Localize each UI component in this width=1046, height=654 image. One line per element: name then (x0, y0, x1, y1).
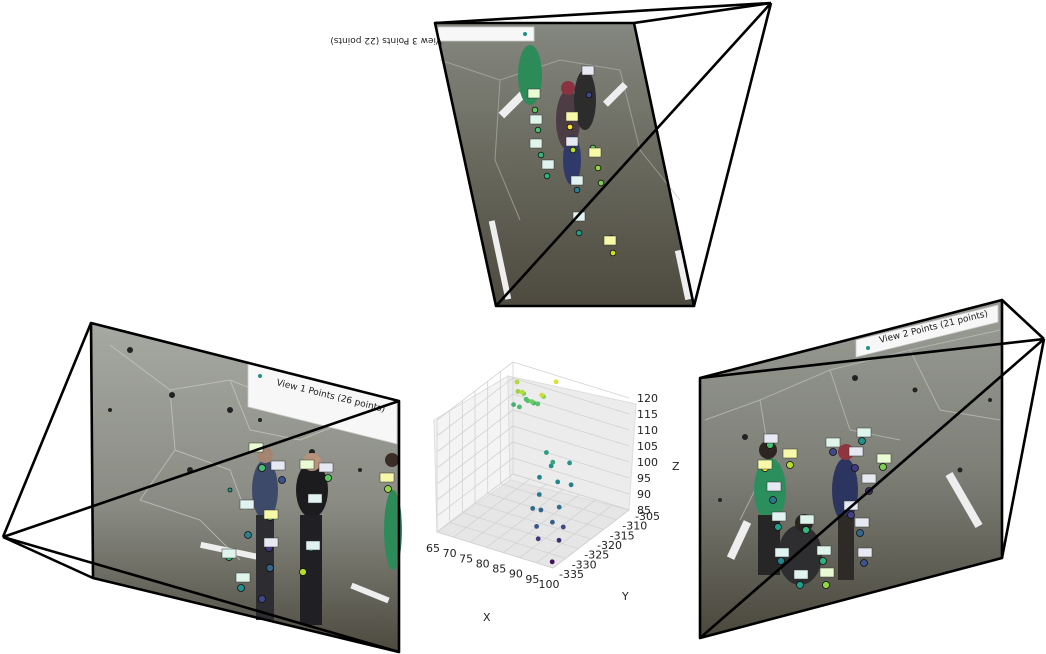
scatter-point (514, 379, 520, 385)
scatter-point (537, 474, 542, 480)
z-tick-label: 120 (637, 392, 658, 405)
scatter-point (544, 450, 549, 455)
view1-image-plane (91, 323, 399, 652)
z-tick-label: 110 (637, 424, 658, 437)
y-tick-label: -315 (610, 529, 635, 542)
grid-line (436, 531, 554, 569)
grid-line (436, 393, 514, 453)
scatter-point (549, 559, 555, 565)
x-tick-label: 65 (426, 542, 440, 555)
view3-keypoint-labels (527, 65, 617, 246)
scatter-3d-plot: 65 70 75 80 85 90 95 100 -305-310-315-320-325-3… (426, 361, 680, 624)
scatter-point (529, 399, 535, 404)
z-tick-label: 115 (637, 408, 658, 421)
grid-line (436, 409, 514, 469)
z-tick-label: 90 (637, 488, 651, 501)
x-axis-ticks: 65 70 75 80 85 90 95 100 (426, 542, 560, 591)
view1-keypoint-labels (221, 442, 395, 583)
y-axis-label: Y (621, 590, 629, 603)
view3-frustum (433, 1, 773, 308)
x-tick-label: 90 (509, 568, 523, 581)
grid-line (512, 377, 630, 415)
scatter-point (535, 536, 541, 542)
x-tick-label: 70 (443, 547, 457, 560)
grid-line (436, 441, 514, 501)
view2-camera: View 2 Points (21 points) (698, 298, 1046, 640)
z-tick-label: 100 (637, 456, 658, 469)
scatter-point (519, 389, 525, 395)
scatter-point (535, 401, 541, 407)
z-axis-label: Z (672, 460, 680, 473)
scatter-point (553, 379, 559, 385)
scatter-point (523, 396, 529, 402)
scatter-point (555, 479, 561, 485)
y-tick-label: -325 (584, 549, 609, 562)
z-tick-label: 105 (637, 440, 658, 453)
scatter-point (515, 389, 521, 394)
z-tick-label: 95 (637, 472, 651, 485)
grid-line (512, 425, 630, 463)
scatter-point (550, 519, 555, 525)
scatter-point (534, 524, 539, 529)
grid-line (449, 521, 566, 559)
scatter-point (556, 504, 562, 510)
view3-camera: View 3 Points (22 points) (330, 1, 773, 308)
scatter-points (511, 379, 574, 565)
grid-line (512, 441, 630, 479)
grid-line (436, 377, 514, 437)
view1-frustum (1, 321, 401, 654)
x-axis-label: X (483, 611, 491, 624)
scatter-point (550, 459, 556, 465)
grid-line (474, 502, 592, 540)
grid-line (512, 409, 630, 447)
view2-keypoint-labels (757, 427, 892, 580)
grid-line (512, 473, 630, 511)
view3-people (518, 45, 596, 185)
y-tick-label: -320 (597, 539, 622, 552)
view3-legend-text: View 3 Points (22 points) (330, 35, 442, 45)
y-tick-label: -310 (622, 520, 647, 533)
scatter-point (536, 492, 542, 497)
y-axis-ticks: -305-310-315-320-325-330-335 (559, 510, 660, 581)
scatter-point (548, 463, 554, 469)
scatter-point (538, 507, 544, 513)
grid-line (436, 457, 514, 517)
x-tick-label: 85 (492, 563, 506, 576)
grid-line (436, 473, 514, 533)
scatter-point (517, 404, 522, 410)
y-tick-label: -305 (635, 510, 660, 523)
grid-lines (436, 361, 630, 569)
grid-line (500, 483, 617, 521)
z-tick-label: 85 (637, 504, 651, 517)
grid-line (487, 492, 604, 530)
x-tick-label: 80 (476, 557, 490, 570)
scatter-point (560, 524, 566, 530)
x-tick-label: 95 (525, 573, 539, 586)
scatter-point (530, 506, 536, 511)
scatter-point (567, 460, 572, 466)
grid-line (512, 457, 630, 495)
z-axis-ticks: 120 115 110 105 100 95 90 85 (637, 392, 658, 517)
y-tick-label: -335 (559, 568, 584, 581)
scatter-point (556, 537, 562, 543)
view2-frustum (698, 298, 1046, 640)
scatter-point (568, 482, 574, 488)
scatter-point (511, 402, 516, 407)
y-tick-label: -330 (572, 558, 597, 571)
x-tick-label: 100 (539, 578, 560, 591)
scatter-point (539, 392, 545, 398)
grid-line (436, 361, 514, 421)
grid-line (512, 361, 630, 399)
x-tick-label: 75 (459, 552, 473, 565)
view1-camera: View 1 Points (26 points) (1, 321, 402, 654)
grid-line (436, 425, 514, 485)
